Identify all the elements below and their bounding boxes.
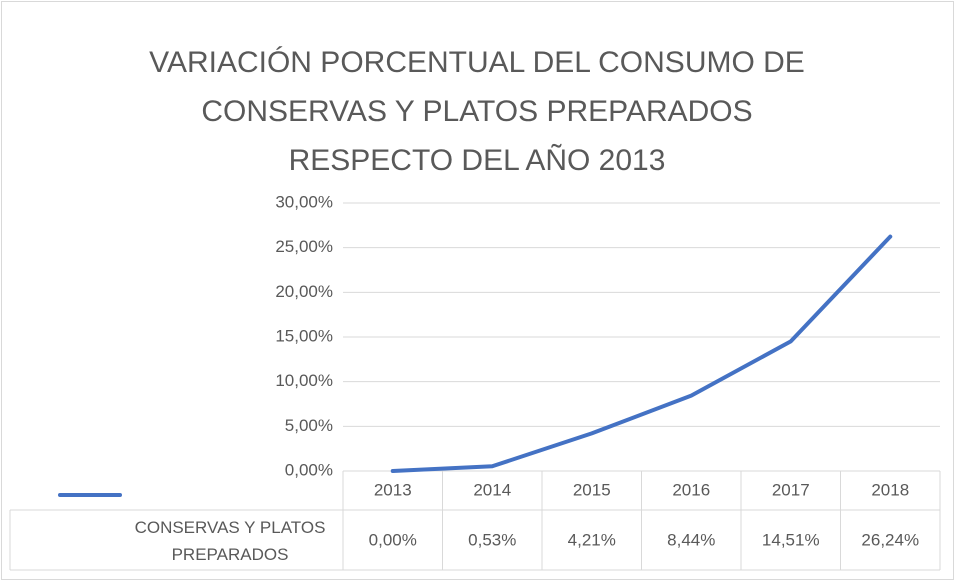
x-tick-label: 2018 xyxy=(871,480,909,499)
x-tick-label: 2015 xyxy=(573,480,611,499)
x-tick-label: 2017 xyxy=(772,480,810,499)
table-value: 14,51% xyxy=(762,530,820,549)
y-tick-label: 30,00% xyxy=(275,192,333,211)
table-value: 8,44% xyxy=(667,530,715,549)
table-value: 0,53% xyxy=(468,530,516,549)
line-series xyxy=(390,234,893,473)
table-value: 26,24% xyxy=(861,530,919,549)
y-tick-label: 25,00% xyxy=(275,237,333,256)
x-tick-label: 2016 xyxy=(672,480,710,499)
legend-label: CONSERVAS Y PLATOS PREPARADOS xyxy=(134,518,326,564)
y-tick-label: 0,00% xyxy=(285,460,333,479)
y-tick-label: 10,00% xyxy=(275,371,333,390)
y-tick-label: 5,00% xyxy=(285,416,333,435)
table-value: 4,21% xyxy=(568,530,616,549)
y-tick-label: 20,00% xyxy=(275,282,333,301)
chart-title: VARIACIÓN PORCENTUAL DEL CONSUMO DE CONS… xyxy=(149,46,805,177)
table-value: 0,00% xyxy=(369,530,417,549)
x-tick-label: 2014 xyxy=(473,480,511,499)
y-tick-label: 15,00% xyxy=(275,326,333,345)
x-tick-label: 2013 xyxy=(374,480,412,499)
